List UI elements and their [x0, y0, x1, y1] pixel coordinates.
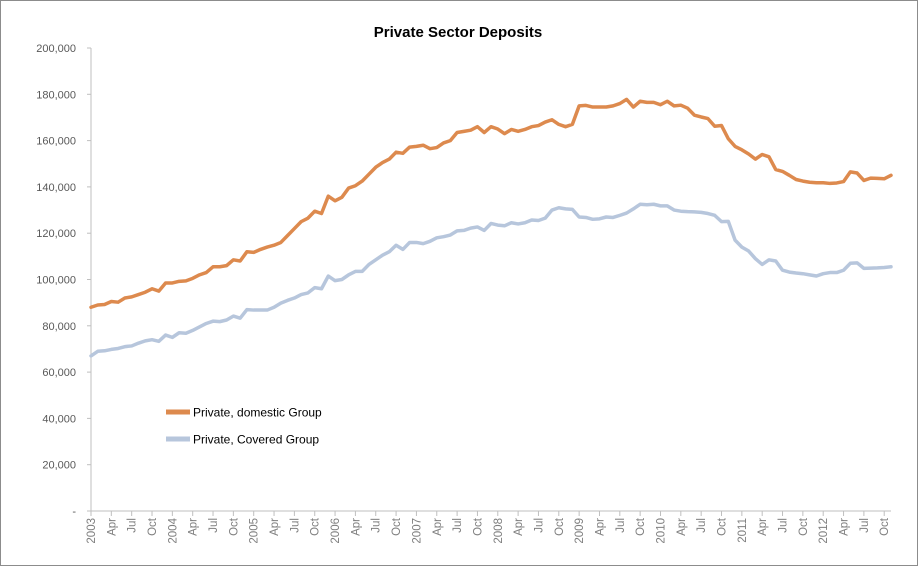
x-tick-label: Oct [310, 517, 322, 536]
y-tick-label: 20,000 [42, 460, 76, 472]
x-tick-label: Apr [839, 518, 851, 536]
x-tick-label: Oct [554, 517, 566, 536]
x-tick-label: 2008 [493, 518, 505, 544]
legend-label-private-covered: Private, Covered Group [193, 433, 319, 447]
x-tick-label: Apr [757, 518, 769, 536]
x-tick-label: Oct [472, 517, 484, 536]
x-tick-label: 2012 [818, 518, 830, 544]
x-tick-label: Oct [798, 517, 810, 536]
legend-label-private-domestic: Private, domestic Group [193, 406, 322, 420]
x-tick-label: Apr [676, 518, 688, 536]
y-tick-label: 200,000 [36, 43, 76, 55]
y-axis-ticks: - 20,000 40,000 60,000 80,000 100,000 120,000 1… [36, 43, 91, 518]
x-tick-label: Apr [513, 518, 525, 536]
x-tick-label: Jul [615, 518, 627, 533]
x-tick-label: 2006 [330, 518, 342, 544]
y-tick-label: 140,000 [36, 182, 76, 194]
x-tick-label: Jul [371, 518, 383, 533]
x-tick-label: Apr [432, 518, 444, 536]
x-tick-label: Oct [879, 517, 891, 536]
x-tick-label: Oct [147, 517, 159, 536]
x-tick-label: Oct [391, 517, 403, 536]
y-tick-label: 80,000 [42, 321, 76, 333]
series-lines [89, 97, 893, 358]
x-tick-label: 2003 [86, 518, 98, 544]
x-tick-label: Jul [208, 518, 220, 533]
y-tick-label: 180,000 [36, 89, 76, 101]
x-tick-label: Jul [452, 518, 464, 533]
x-tick-label: 2009 [574, 518, 586, 544]
x-tick-label: Jul [778, 518, 790, 533]
x-tick-label: Jul [533, 518, 545, 533]
x-tick-label: Apr [269, 518, 281, 536]
y-tick-label: 160,000 [36, 136, 76, 148]
x-tick-label: Apr [188, 518, 200, 536]
x-tick-label: Oct [717, 517, 729, 536]
y-tick-label: 120,000 [36, 228, 76, 240]
y-tick-label: 40,000 [42, 413, 76, 425]
x-axis-ticks: 2003 Apr Jul Oct 2004 Apr Jul Oct 2005 Apr Jul Oct 2… [86, 511, 891, 544]
x-tick-label: Jul [696, 518, 708, 533]
x-tick-label: Oct [635, 517, 647, 536]
x-tick-label: Jul [127, 518, 139, 533]
y-tick-label: 100,000 [36, 275, 76, 287]
series-line-1 [89, 202, 893, 358]
x-tick-label: Oct [228, 517, 240, 536]
x-tick-label: 2005 [249, 518, 261, 544]
chart-title: Private Sector Deposits [374, 24, 542, 41]
x-tick-label: Apr [106, 518, 118, 536]
x-tick-label: 2007 [411, 518, 423, 544]
x-tick-label: Apr [594, 518, 606, 536]
legend: Private, domestic Group Private, Covered… [166, 406, 322, 447]
x-tick-label: 2004 [167, 517, 179, 543]
y-tick-label: 60,000 [42, 367, 76, 379]
x-tick-label: 2011 [737, 518, 749, 543]
x-tick-label: Jul [859, 518, 871, 533]
y-tick-label: - [72, 506, 76, 518]
x-tick-label: Apr [350, 518, 362, 536]
series-line-0 [89, 97, 893, 310]
x-tick-label: 2010 [655, 518, 667, 544]
x-tick-label: Jul [289, 518, 301, 533]
